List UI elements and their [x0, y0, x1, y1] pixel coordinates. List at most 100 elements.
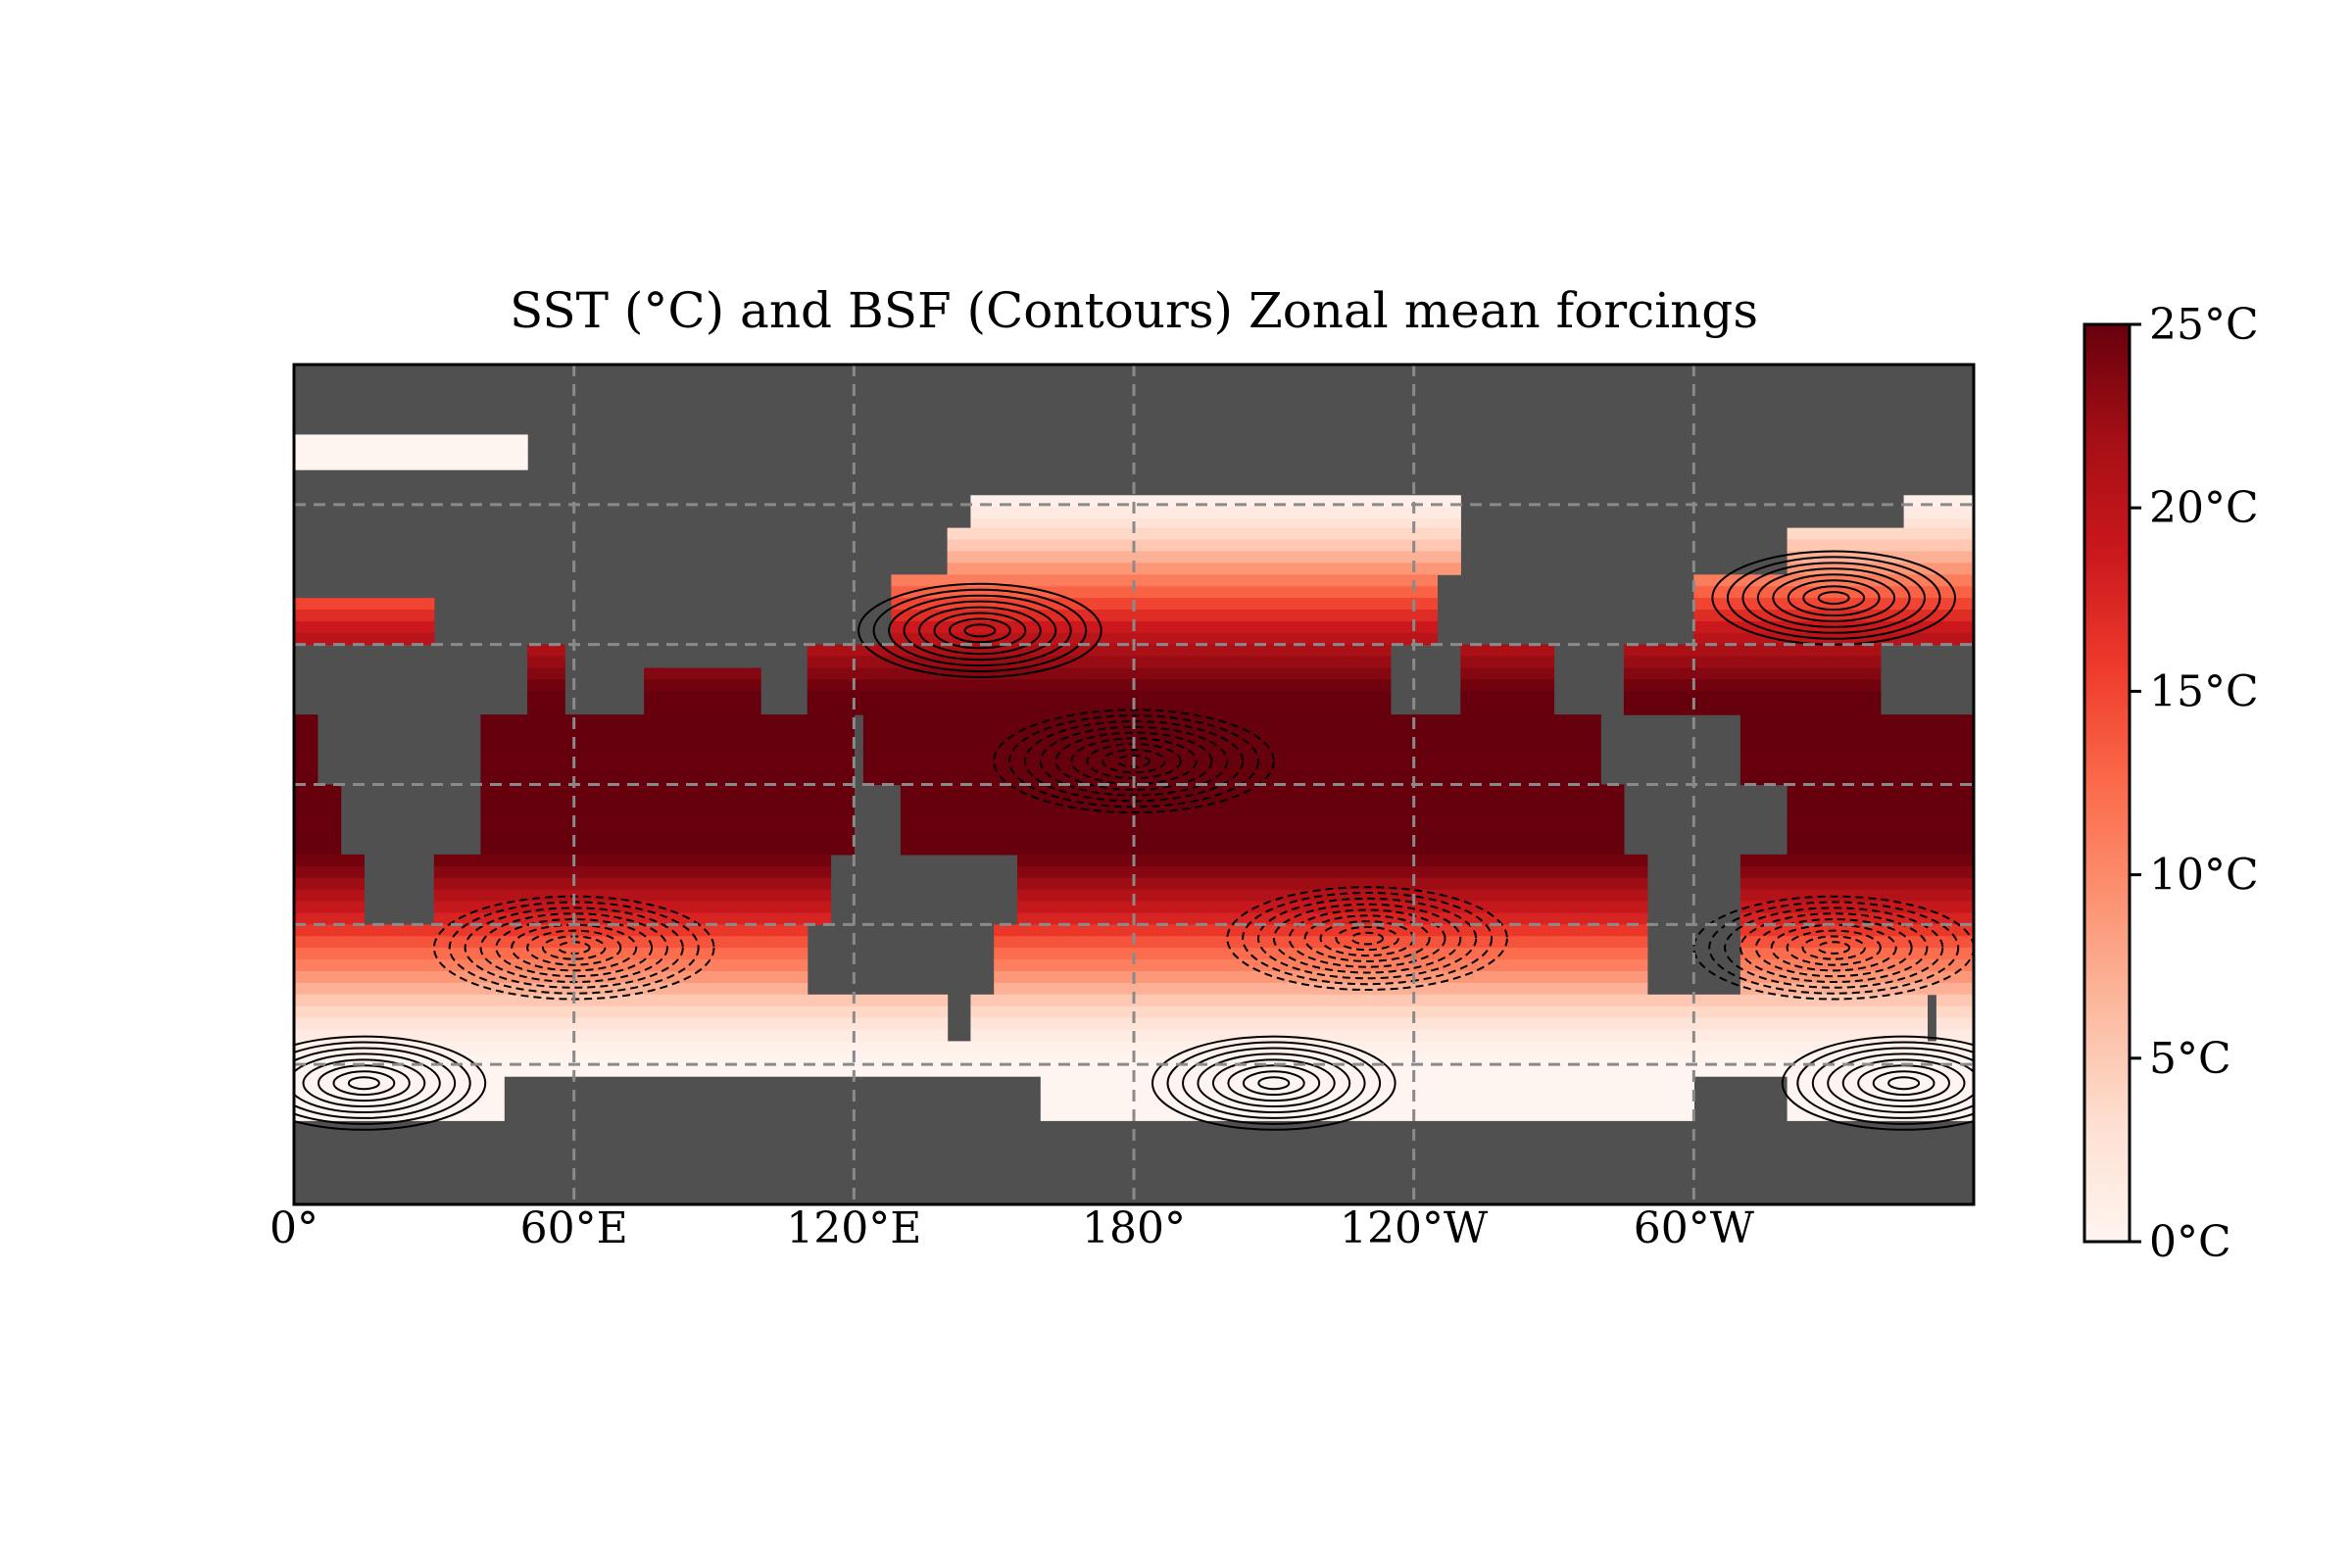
- sst-cell: [1367, 1097, 1694, 1109]
- sst-cell: [1740, 889, 1974, 903]
- sst-cell: [1787, 843, 1974, 856]
- sst-cell: [1367, 1073, 1694, 1087]
- x-tick-label: 180°: [1082, 1203, 1186, 1253]
- colorbar-tick-label: 5°C: [2149, 1034, 2231, 1084]
- sst-cell: [294, 620, 435, 634]
- sst-cell: [1740, 772, 1974, 786]
- sst-cell: [807, 644, 1392, 658]
- sst-cell: [994, 936, 1648, 949]
- bsf-contour-negative: [526, 929, 622, 966]
- sst-cell: [294, 760, 318, 774]
- bsf-contour-positive: [888, 594, 1072, 667]
- bsf-contour-negative: [993, 709, 1275, 814]
- colorbar-fill: [2084, 324, 2130, 1242]
- sst-cell: [294, 749, 318, 762]
- sst-cell: [294, 901, 365, 913]
- bsf-contour-positive: [1787, 579, 1881, 616]
- bsf-contour-positive: [949, 617, 1011, 644]
- sst-cell: [862, 714, 1601, 727]
- sst-cell: [294, 924, 808, 937]
- sst-cell: [807, 679, 1392, 692]
- sst-cell: [1936, 1005, 1974, 1019]
- sst-cell: [1936, 994, 1974, 1007]
- bsf-contour-positive: [1841, 1058, 1966, 1107]
- sst-cell: [1936, 1017, 1974, 1031]
- bsf-contour-negative: [495, 918, 654, 978]
- sst-cell: [1693, 1041, 1974, 1054]
- sst-cell: [294, 714, 318, 727]
- sst-cell: [294, 632, 435, 646]
- sst-cell: [970, 1017, 1928, 1031]
- x-tick-label: 120°W: [1340, 1203, 1489, 1253]
- x-axis-ticks: 0° 60°E 120°E 180° 120°W 60°W: [270, 1203, 1755, 1253]
- sst-cell: [294, 994, 949, 1007]
- sst-cell: [1460, 667, 1555, 680]
- sst-cell: [947, 563, 1461, 575]
- sst-cell: [1017, 865, 1648, 879]
- sst-cell: [994, 982, 1648, 996]
- sst-cell: [947, 527, 1461, 541]
- bsf-contour-negative: [1257, 897, 1478, 980]
- sst-cell: [970, 1005, 1928, 1019]
- sst-cell: [1040, 1073, 1368, 1087]
- sst-cell: [294, 1073, 505, 1087]
- sst-cell: [294, 772, 318, 786]
- sst-cell: [294, 796, 342, 808]
- ocean-sst-layer: [294, 434, 1974, 1121]
- sst-cell: [480, 760, 855, 774]
- sst-cell: [1017, 912, 1648, 925]
- sst-cell: [1017, 854, 1648, 867]
- bsf-contour-positive: [872, 588, 1088, 673]
- bsf-contour-positive: [1211, 1058, 1336, 1107]
- sst-cell: [891, 620, 1438, 634]
- sst-cell: [294, 446, 528, 459]
- bsf-contour-positive: [1827, 1053, 1974, 1113]
- sst-cell: [900, 831, 1625, 844]
- sst-cell: [294, 726, 318, 739]
- sst-cell: [294, 737, 318, 751]
- sst-cell: [994, 970, 1648, 984]
- sst-cell: [294, 1053, 1694, 1065]
- colorbar-tick-label: 25°C: [2149, 300, 2259, 350]
- sst-cell: [294, 889, 365, 903]
- sst-cell: [807, 656, 1392, 669]
- sst-cell: [1787, 819, 1974, 832]
- bsf-contour-negative: [1242, 892, 1494, 986]
- bsf-contour-negative: [1335, 926, 1399, 952]
- bsf-contour-positive: [963, 623, 997, 638]
- sst-cell: [1787, 831, 1974, 844]
- sst-cell: [970, 994, 1928, 1007]
- bsf-contour-negative: [1801, 935, 1866, 960]
- sst-cell: [294, 784, 342, 797]
- sst-cell: [527, 691, 565, 704]
- sst-cell: [1623, 644, 1882, 658]
- sst-cell: [1740, 737, 1974, 751]
- sst-cell: [644, 691, 761, 704]
- sst-cell: [480, 796, 855, 808]
- sst-cell: [480, 726, 855, 739]
- bsf-contour-positive: [294, 1035, 487, 1131]
- map-area: [294, 365, 1974, 1204]
- sst-cell: [900, 796, 1625, 808]
- sst-cell: [294, 877, 365, 891]
- sst-cell: [807, 667, 1392, 680]
- sst-cell: [294, 1085, 505, 1099]
- bsf-contour-positive: [903, 600, 1057, 662]
- colorbar-ticks: 0°C 5°C 10°C 15°C 20°C 25°C: [2130, 300, 2259, 1267]
- sst-cell: [1367, 1108, 1694, 1121]
- sst-cell: [1787, 784, 1974, 797]
- sst-cell: [1460, 656, 1555, 669]
- sst-cell: [294, 1017, 949, 1031]
- sst-cell: [1623, 703, 1882, 715]
- sst-cell: [644, 679, 761, 692]
- sst-cell: [970, 507, 1461, 519]
- sst-cell: [891, 586, 1438, 599]
- bsf-contour-positive: [1726, 556, 1941, 640]
- gridlines: [294, 365, 1974, 1204]
- bsf-contour-negative: [1023, 720, 1245, 803]
- bsf-contour-negative: [1288, 908, 1446, 968]
- sst-cell: [947, 539, 1461, 552]
- sst-cell: [294, 434, 528, 447]
- sst-cell: [294, 1064, 1694, 1077]
